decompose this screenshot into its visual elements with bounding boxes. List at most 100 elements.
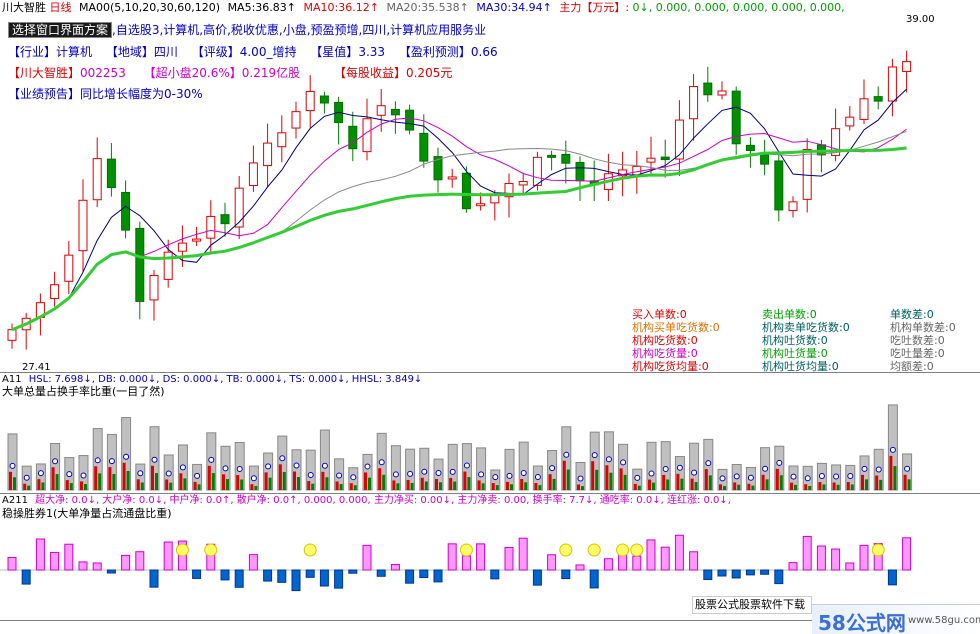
net-outflow-bar bbox=[532, 569, 542, 586]
candle-body bbox=[575, 161, 585, 182]
big-sell-bar bbox=[69, 483, 73, 490]
net-outflow-bar bbox=[334, 569, 344, 589]
stat-inst-release-count: 机构吐货数:0 bbox=[762, 334, 828, 347]
big-sell-bar bbox=[495, 485, 499, 490]
big-buy-bar bbox=[861, 474, 864, 490]
big-sell-bar bbox=[566, 469, 570, 490]
net-inflow-bar bbox=[547, 554, 557, 571]
big-sell-bar bbox=[27, 485, 31, 490]
net-inflow-bar bbox=[788, 562, 798, 571]
big-buy-bar bbox=[9, 471, 12, 490]
big-sell-bar bbox=[211, 473, 215, 490]
net-outflow-bar bbox=[490, 569, 500, 580]
big-sell-bar bbox=[836, 484, 840, 490]
smiley-icon bbox=[459, 543, 473, 557]
big-sell-bar bbox=[708, 475, 712, 490]
ratio-dot bbox=[463, 462, 470, 469]
candle-body bbox=[362, 118, 372, 153]
big-buy-bar bbox=[435, 478, 438, 490]
big-buy-bar bbox=[51, 467, 55, 490]
stat-inst-order-diff: 机构单数差:0 bbox=[890, 321, 956, 334]
candle-body bbox=[703, 82, 713, 96]
ratio-dot bbox=[108, 458, 115, 465]
net-inflow-bar bbox=[802, 535, 812, 571]
ma-long-line bbox=[11, 146, 907, 332]
net-outflow-bar bbox=[703, 569, 713, 580]
net-outflow-bar bbox=[405, 569, 415, 584]
ratio-dot bbox=[520, 469, 527, 476]
ratio-dot bbox=[449, 468, 456, 475]
net-outflow-bar bbox=[419, 569, 429, 579]
ratio-dot bbox=[66, 471, 73, 478]
candle-body bbox=[390, 108, 400, 116]
big-sell-bar bbox=[169, 482, 173, 490]
ratio-dot bbox=[818, 473, 825, 480]
big-sell-bar bbox=[524, 482, 528, 490]
stat-inst-release-avg: 机构吐货均量:0 bbox=[762, 360, 839, 373]
big-buy-bar bbox=[378, 468, 382, 490]
eps-value: 0.205元 bbox=[405, 66, 453, 80]
candle-body bbox=[717, 90, 727, 96]
ma5-label: MA5: bbox=[227, 1, 256, 14]
ratio-dot bbox=[691, 469, 698, 476]
net-outflow-bar bbox=[745, 569, 755, 576]
net-inflow-bar bbox=[504, 547, 514, 571]
big-sell-bar bbox=[126, 470, 130, 490]
ratio-dot bbox=[222, 465, 229, 472]
ma20-label: MA20: bbox=[386, 1, 422, 14]
ratio-dot bbox=[378, 459, 385, 466]
big-sell-bar bbox=[410, 482, 414, 490]
panel3-title: 稳操胜券1(大单净量占流通盘比重) bbox=[2, 507, 172, 520]
big-buy-bar bbox=[65, 480, 69, 490]
big-buy-bar bbox=[804, 484, 808, 490]
ratio-dot bbox=[421, 468, 428, 475]
big-buy-bar bbox=[94, 466, 98, 490]
big-buy-bar bbox=[349, 483, 353, 490]
net-inflow-bar bbox=[248, 554, 258, 571]
candle-body bbox=[461, 172, 471, 210]
panel-divider-1[interactable] bbox=[0, 372, 980, 373]
ratio-dot bbox=[392, 471, 399, 478]
region-value: 四川 bbox=[153, 45, 178, 59]
candle-body bbox=[660, 156, 670, 161]
scheme-select-button[interactable]: 选择窗口界面方案 bbox=[8, 22, 113, 38]
net-inflow-bar bbox=[7, 556, 17, 571]
panel-divider-2[interactable] bbox=[0, 493, 980, 494]
period-label[interactable]: 日线 bbox=[49, 1, 72, 14]
candle-body bbox=[518, 181, 528, 186]
ratio-dot bbox=[776, 459, 783, 466]
big-buy-bar bbox=[548, 474, 552, 490]
turnover-bar bbox=[50, 443, 61, 491]
big-sell-bar bbox=[538, 485, 542, 490]
candle-body bbox=[78, 199, 88, 252]
stock-name: 川大智胜 bbox=[2, 1, 46, 14]
turnover-bar bbox=[774, 445, 785, 491]
stat-inst-absorb-count: 机构吃货数:0 bbox=[632, 334, 698, 347]
panel-divider-3[interactable] bbox=[0, 620, 980, 621]
candle-body bbox=[277, 132, 287, 148]
net-inflow-bar bbox=[632, 555, 642, 571]
smiley-icon bbox=[616, 543, 630, 557]
ratio-dot bbox=[889, 446, 896, 453]
ratio-dot bbox=[307, 471, 314, 478]
ratio-dot bbox=[151, 456, 158, 463]
net-inflow-bar bbox=[362, 544, 372, 571]
big-sell-bar bbox=[155, 473, 158, 490]
smiley-icon bbox=[204, 543, 218, 557]
ratio-dot bbox=[534, 474, 541, 481]
candle-body bbox=[902, 61, 912, 72]
candle-body bbox=[234, 187, 244, 228]
candle-body bbox=[447, 176, 457, 180]
big-sell-bar bbox=[666, 479, 670, 490]
panel3-name[interactable]: A211 bbox=[2, 495, 28, 506]
big-buy-bar bbox=[704, 469, 708, 490]
big-buy-bar bbox=[80, 481, 83, 490]
big-buy-bar bbox=[875, 475, 879, 490]
star-tag: 【星值】 bbox=[310, 45, 359, 59]
candle-body bbox=[689, 86, 699, 120]
big-buy-bar bbox=[761, 474, 765, 490]
panel2-name[interactable]: A11 bbox=[2, 374, 22, 385]
candle-body bbox=[774, 160, 784, 211]
big-buy-bar bbox=[207, 465, 211, 490]
big-buy-bar bbox=[335, 481, 339, 490]
